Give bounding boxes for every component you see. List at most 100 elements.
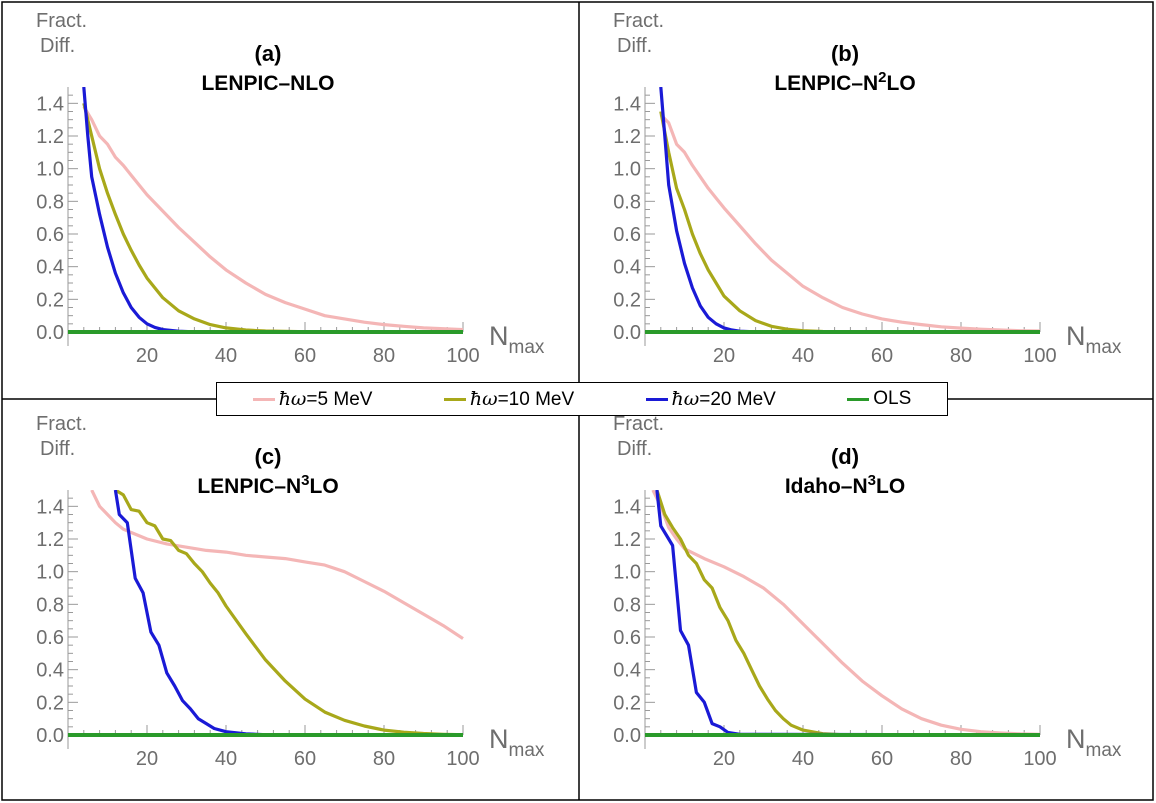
y-tick-label: 0.2 (36, 692, 64, 714)
y-axis-label-line-1: Fract. (613, 10, 664, 32)
y-tick-label: 1.0 (613, 562, 641, 584)
legend-swatch (645, 397, 668, 401)
y-axis-label-line-1: Fract. (613, 413, 664, 435)
legend-swatch (847, 397, 870, 401)
x-tick-label: 20 (713, 345, 735, 367)
y-axis-label-line-2: Diff. (40, 438, 75, 460)
x-tick-label: 60 (294, 345, 316, 367)
y-tick-label: 0.2 (613, 692, 641, 714)
x-tick-label: 100 (1023, 748, 1056, 770)
x-tick-label: 20 (136, 748, 158, 770)
legend-item: ħω=5 MeV (252, 388, 372, 411)
legend-swatch (443, 397, 466, 401)
x-tick-label: 100 (446, 345, 479, 367)
y-tick-label: 1.2 (36, 529, 64, 551)
x-axis-label: Nmax (1066, 321, 1122, 358)
y-axis-label-line-1: Fract. (36, 10, 87, 32)
legend-label: OLS (873, 388, 912, 409)
y-tick-label: 1.0 (36, 159, 64, 181)
chart-panel-1: Fract. Diff. (a) LENPIC–NLO 20 40 60 80 100 Nmax 0… (36, 10, 545, 367)
y-tick-label: 0.0 (613, 322, 641, 344)
x-tick-label: 20 (713, 748, 735, 770)
x-tick-label: 40 (792, 345, 814, 367)
y-tick-label: 1.2 (36, 126, 64, 148)
chart-panel-2: Fract. Diff. (b) LENPIC–N2LO 20 40 60 80 100 Nmax… (613, 10, 1122, 367)
panel-title: LENPIC–N2LO (774, 69, 915, 95)
series-line-10mev (655, 490, 1041, 737)
panel-title: Idaho–N3LO (785, 472, 905, 498)
x-tick-label: 80 (373, 345, 395, 367)
x-tick-label: 100 (1023, 345, 1056, 367)
y-tick-label: 0.4 (36, 660, 64, 682)
series-line-10mev (659, 111, 1041, 334)
x-tick-label: 40 (215, 345, 237, 367)
y-tick-label: 0.6 (613, 627, 641, 649)
x-tick-label: 60 (294, 748, 316, 770)
y-tick-label: 1.2 (613, 529, 641, 551)
y-tick-label: 0.8 (36, 594, 64, 616)
y-tick-label: 0.0 (36, 725, 64, 747)
legend: ħω=5 MeV ħω=10 MeV ħω=20 MeV OLS (216, 382, 948, 416)
chart-panel-3: Fract. Diff. (c) LENPIC–N3LO 20 40 60 80 100 Nmax… (36, 413, 545, 770)
y-tick-label: 1.4 (36, 496, 64, 518)
series-line-10mev (114, 490, 464, 737)
y-tick-label: 0.8 (36, 191, 64, 213)
legend-item: OLS (847, 388, 911, 410)
y-tick-label: 0.6 (613, 224, 641, 246)
series-line-20mev (659, 87, 1041, 334)
y-tick-label: 1.0 (613, 159, 641, 181)
x-tick-label: 60 (871, 748, 893, 770)
y-axis-label-line-2: Diff. (617, 438, 652, 460)
x-tick-label: 20 (136, 345, 158, 367)
x-axis-label: Nmax (1066, 724, 1122, 761)
series-line-5mev (82, 105, 464, 332)
y-axis-label-line-2: Diff. (40, 35, 75, 57)
chart-panel-4: Fract. Diff. (d) Idaho–N3LO 20 40 60 80 100 Nmax 0… (613, 413, 1122, 770)
x-tick-label: 80 (373, 748, 395, 770)
series-line-20mev (655, 490, 1041, 737)
legend-swatch (252, 397, 275, 401)
x-tick-label: 40 (792, 748, 814, 770)
y-tick-label: 0.8 (613, 594, 641, 616)
y-tick-label: 1.0 (36, 562, 64, 584)
y-axis-label-line-1: Fract. (36, 413, 87, 435)
series-line-5mev (659, 113, 1041, 333)
legend-label: ħω=20 MeV (671, 387, 776, 410)
y-tick-label: 1.4 (613, 496, 641, 518)
y-tick-label: 1.4 (36, 93, 64, 115)
x-axis-label: Nmax (489, 724, 545, 761)
y-tick-label: 1.4 (613, 93, 641, 115)
y-tick-label: 0.0 (613, 725, 641, 747)
x-tick-label: 100 (446, 748, 479, 770)
y-tick-label: 0.2 (613, 289, 641, 311)
legend-label: ħω=10 MeV (469, 387, 575, 410)
legend-item: ħω=20 MeV (645, 387, 776, 411)
panel-tag: (d) (831, 444, 859, 469)
y-tick-label: 0.4 (613, 257, 641, 279)
y-tick-label: 0.6 (36, 627, 64, 649)
y-tick-label: 0.8 (613, 191, 641, 213)
panel-title: LENPIC–NLO (201, 72, 334, 95)
series-line-5mev (90, 490, 464, 640)
x-tick-label: 80 (950, 345, 972, 367)
panel-title: LENPIC–N3LO (197, 472, 338, 498)
series-line-20mev (82, 87, 464, 334)
y-tick-label: 0.0 (36, 322, 64, 344)
panel-tag: (a) (255, 41, 282, 66)
y-axis-label-line-2: Diff. (617, 35, 652, 57)
series-line-5mev (651, 490, 1041, 736)
y-tick-label: 0.2 (36, 289, 64, 311)
x-tick-label: 80 (950, 748, 972, 770)
x-tick-label: 40 (215, 748, 237, 770)
series-line-20mev (113, 490, 464, 737)
legend-item: ħω=10 MeV (443, 387, 575, 411)
x-tick-label: 60 (871, 345, 893, 367)
y-tick-label: 0.4 (613, 660, 641, 682)
panel-tag: (b) (831, 41, 859, 66)
y-tick-label: 0.6 (36, 224, 64, 246)
panel-tag: (c) (255, 444, 282, 469)
y-tick-label: 1.2 (613, 126, 641, 148)
